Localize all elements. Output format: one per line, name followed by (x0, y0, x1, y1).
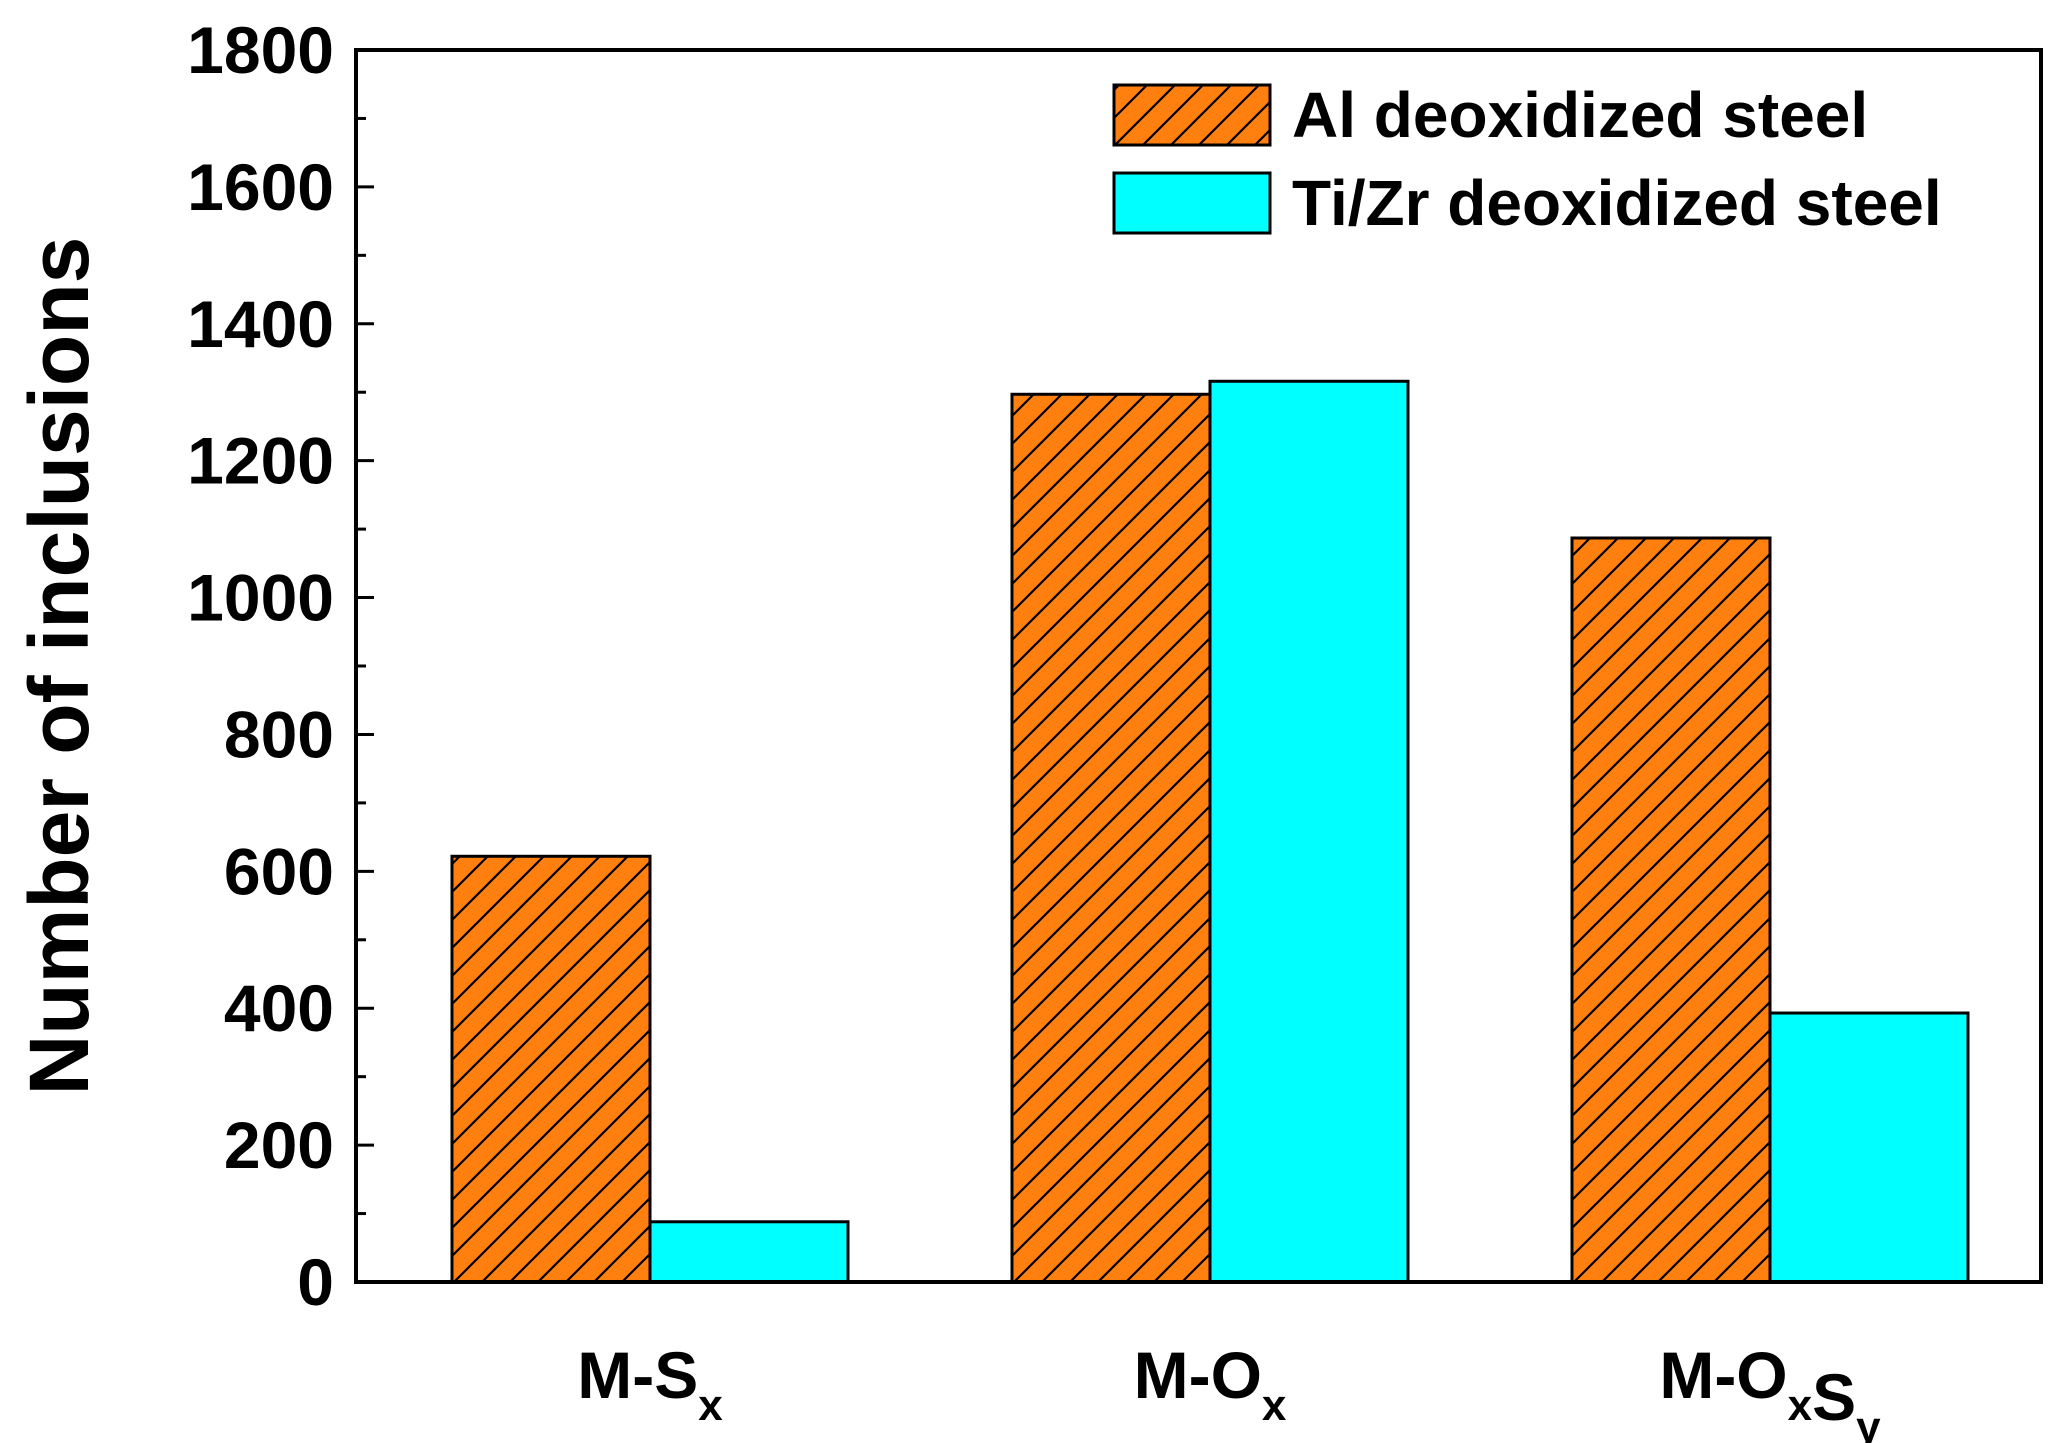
x-category-label: M-Sx (577, 1338, 723, 1430)
legend: Al deoxidized steel Ti/Zr deoxidized stee… (1112, 79, 1942, 239)
bar-tizr-0 (648, 1220, 850, 1284)
y-tick-label: 0 (297, 1245, 334, 1319)
x-category-label: M-Ox (1134, 1338, 1287, 1430)
y-tick-label: 400 (224, 971, 334, 1045)
y-tick-label: 1200 (187, 424, 334, 498)
x-axis: M-Sx M-Ox M-OxSy (577, 1264, 1881, 1443)
y-axis-label: Number of inclusions (12, 237, 106, 1096)
y-tick-label: 200 (224, 1108, 334, 1182)
legend-label-1: Ti/Zr deoxidized steel (1292, 167, 1942, 239)
bar-tizr-2 (1768, 1011, 1970, 1284)
y-tick-label: 1000 (187, 561, 334, 635)
x-category-label: M-OxSy (1659, 1338, 1881, 1443)
bar-tizr-1 (1208, 379, 1410, 1284)
y-axis: 0 200 400 600 800 1000 1200 1400 1600 1800 (187, 13, 374, 1319)
y-tick-label: 600 (224, 834, 334, 908)
bars-layer (450, 379, 1970, 1284)
legend-label-0: Al deoxidized steel (1292, 79, 1868, 151)
legend-swatch-0 (1112, 83, 1272, 147)
bar-al-1 (1010, 392, 1212, 1284)
y-tick-label: 800 (224, 697, 334, 771)
y-tick-label: 1800 (187, 13, 334, 87)
y-tick-label: 1600 (187, 150, 334, 224)
bar-al-2 (1570, 536, 1772, 1284)
bar-al-0 (450, 854, 652, 1284)
legend-swatch-1 (1112, 171, 1272, 235)
y-tick-label: 1400 (187, 287, 334, 361)
